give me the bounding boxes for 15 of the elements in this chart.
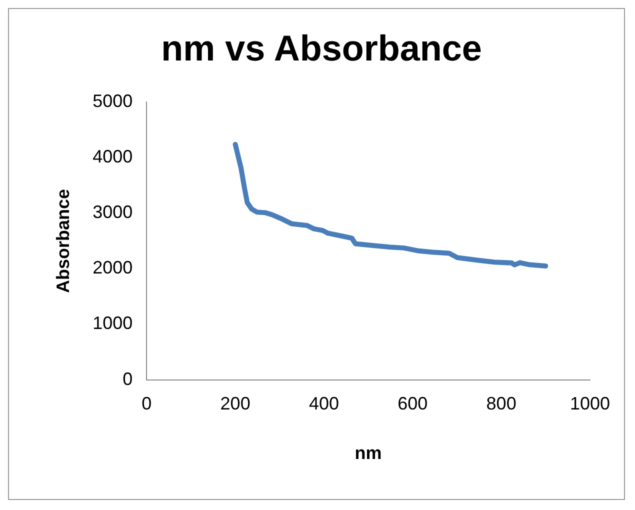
y-tick-label: 1000 (92, 313, 133, 334)
y-tick-label: 3000 (92, 202, 133, 222)
y-axis-title: Absorbance (52, 188, 73, 294)
x-tick-label: 600 (398, 394, 428, 414)
chart-title: nm vs Absorbance (161, 28, 482, 69)
x-axis-title: nm (354, 443, 382, 464)
x-tick-label: 0 (142, 394, 152, 414)
x-tick-label: 200 (220, 394, 250, 414)
x-tick-label: 1000 (570, 394, 610, 414)
y-tick-label: 5000 (92, 91, 133, 112)
y-tick-label: 4000 (92, 146, 133, 167)
y-tick-label: 2000 (92, 258, 133, 278)
x-tick-label: 400 (308, 394, 339, 414)
y-tick-label: 0 (122, 368, 133, 389)
x-tick-label: 800 (486, 394, 516, 414)
